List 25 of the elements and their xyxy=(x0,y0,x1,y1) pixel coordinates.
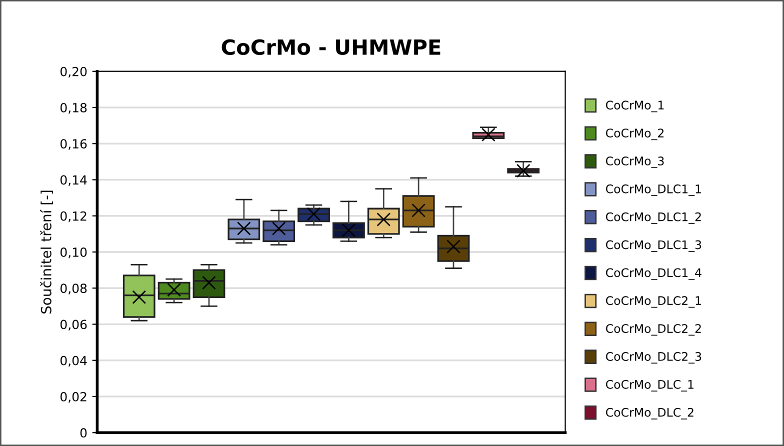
y-tick-label: 0,08 xyxy=(60,284,87,294)
legend-label: CoCrMo_DLC2_3 xyxy=(606,352,702,364)
legend-label: CoCrMo_DLC1_4 xyxy=(606,268,702,280)
y-tick-label: 0,02 xyxy=(60,392,86,403)
legend-label: CoCrMo_DLC_1 xyxy=(606,380,694,392)
y-tick-label: 0 xyxy=(80,428,87,438)
legend-label: CoCrMo_DLC1_3 xyxy=(606,240,702,252)
y-tick-label: 0,12 xyxy=(60,211,86,222)
legend-label: CoCrMo_DLC2_1 xyxy=(606,296,701,308)
y-axis-title: Součinitel tření [-] xyxy=(40,190,54,314)
legend-label: CoCrMo_3 xyxy=(606,156,664,168)
y-tick-label: 0,20 xyxy=(60,66,87,78)
chart-title: CoCrMo - UHMWPE xyxy=(222,39,440,55)
legend-label: CoCrMo_2 xyxy=(606,128,664,140)
y-tick-label: 0,10 xyxy=(60,247,87,258)
y-tick-label: 0,16 xyxy=(60,139,87,150)
legend-label: CoCrMo_DLC_2 xyxy=(606,408,694,420)
y-tick-label: 0,04 xyxy=(60,356,87,367)
legend-label: CoCrMo_DLC1_1 xyxy=(606,184,701,196)
y-tick-label: 0,14 xyxy=(60,175,87,186)
legend-label: CoCrMo_DLC1_2 xyxy=(606,212,701,224)
y-tick-label: 0,06 xyxy=(60,320,87,330)
legend-label: CoCrMo_1 xyxy=(606,100,664,112)
y-tick-label: 0,18 xyxy=(60,102,87,114)
legend-label: CoCrMo_DLC2_2 xyxy=(606,324,701,336)
